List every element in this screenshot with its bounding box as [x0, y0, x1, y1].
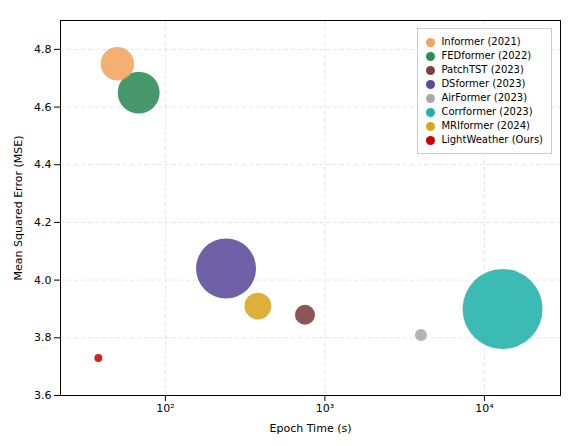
html-text:AirFormer (2023): AirFormer (2023) — [441, 92, 527, 103]
html-text:Corrformer (2023): Corrformer (2023) — [441, 106, 533, 117]
svg-text:10³: 10³ — [316, 402, 334, 415]
html-text:MRIformer (2024): MRIformer (2024) — [441, 120, 530, 131]
svg-text:3.8: 3.8 — [34, 331, 52, 344]
svg-text:4.8: 4.8 — [34, 43, 52, 56]
svg-text:4.6: 4.6 — [34, 101, 52, 114]
html-text:FEDformer (2022): FEDformer (2022) — [441, 50, 532, 61]
svg-text:3.6: 3.6 — [34, 389, 52, 402]
svg-text:Epoch Time (s): Epoch Time (s) — [270, 422, 352, 435]
svg-text:4.2: 4.2 — [34, 216, 52, 229]
svg-text:4.0: 4.0 — [34, 274, 52, 287]
html-text:LightWeather (Ours): LightWeather (Ours) — [441, 134, 543, 145]
svg-text:Mean Squared Error (MSE): Mean Squared Error (MSE) — [12, 136, 25, 281]
svg-text:10²: 10² — [156, 402, 174, 415]
html-text:DSformer (2023): DSformer (2023) — [441, 78, 526, 89]
html-text:PatchTST (2023): PatchTST (2023) — [441, 64, 524, 75]
html-text:Informer (2021): Informer (2021) — [441, 36, 521, 47]
svg-text:4.4: 4.4 — [34, 158, 52, 171]
svg-text:10⁴: 10⁴ — [475, 402, 494, 415]
